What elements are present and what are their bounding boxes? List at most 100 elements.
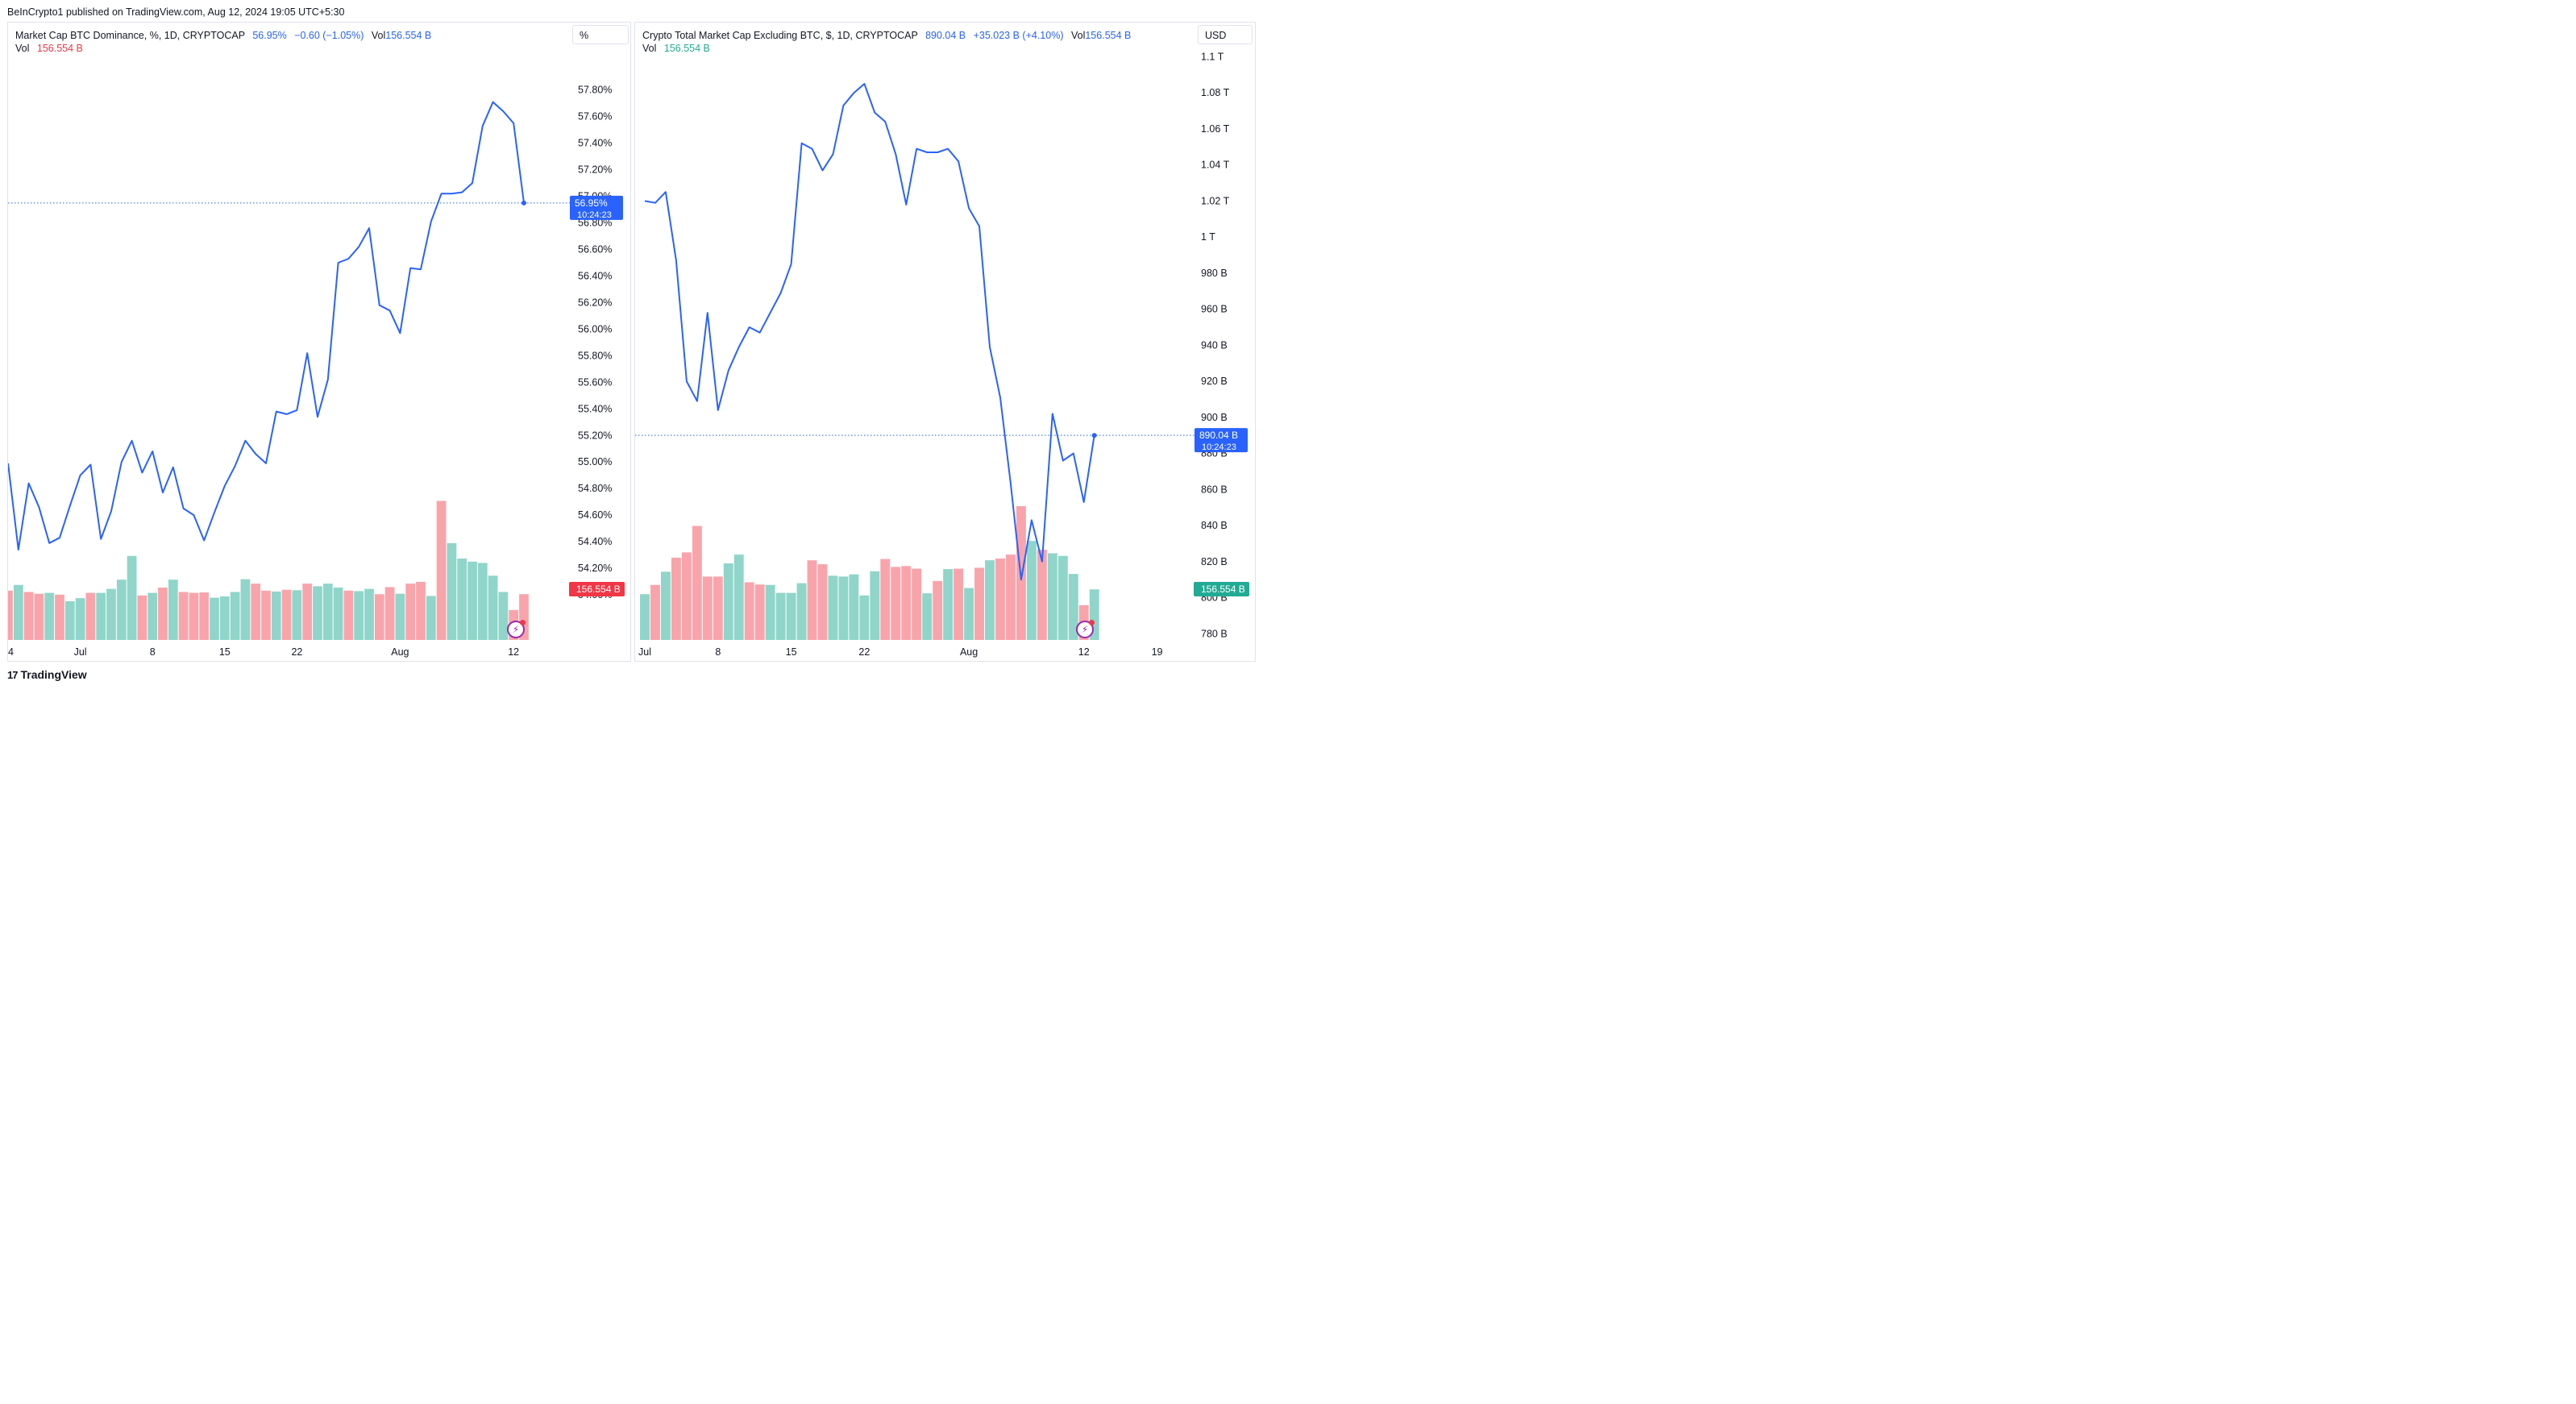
volume-bar (723, 563, 733, 640)
price-series-line (8, 101, 525, 550)
volume-bar (178, 592, 189, 640)
volume-bar (210, 597, 219, 640)
volume-bar (681, 552, 692, 640)
volume-bar (488, 575, 498, 640)
volume-bar (292, 590, 302, 640)
price-series-line (644, 83, 1095, 581)
x-tick-label: 22 (291, 646, 302, 658)
volume-bar (322, 584, 333, 640)
volume-bar (189, 592, 199, 640)
volume-bar (354, 591, 364, 640)
countdown-tag-value: 10:24:23 (1202, 442, 1236, 452)
price-tag (570, 195, 623, 220)
lightning-icon[interactable]: ⚡ (1076, 620, 1095, 638)
btc-dominance-chart[interactable]: 54.00%54.20%54.40%54.60%54.80%55.00%55.2… (8, 23, 631, 662)
y-tick-label: 56.80% (578, 218, 612, 229)
volume-bar (127, 555, 137, 640)
volume-bar (96, 592, 106, 640)
price-tag-value: 56.95% (575, 197, 608, 209)
volume-bar (251, 584, 261, 640)
volume-bar (870, 571, 880, 640)
y-tick-label: 55.60% (578, 376, 612, 388)
y-tick-label: 56.40% (578, 270, 612, 281)
x-tick-label: Aug (391, 646, 409, 658)
volume-bar (1037, 550, 1047, 640)
volume-bar (85, 592, 96, 640)
volume-bar (838, 576, 849, 640)
volume-bar (943, 569, 954, 640)
volume-bar (395, 593, 405, 640)
x-tick-label: 8 (150, 646, 156, 658)
volume-bar (261, 590, 271, 640)
volume-tag (1194, 582, 1249, 596)
x-tick-label: 24 (8, 646, 14, 658)
volume-bar (1026, 541, 1037, 640)
volume-bar (1057, 555, 1068, 640)
volume-bar (786, 592, 796, 640)
volume-bar (640, 594, 650, 640)
volume-bar (713, 576, 723, 640)
legend-title: Crypto Total Market Cap Excluding BTC, $… (642, 30, 918, 41)
volume-bar (859, 595, 870, 640)
y-tick-label: 1.06 T (1201, 123, 1230, 135)
y-tick-label: 1 T (1201, 231, 1215, 243)
volume-bar (281, 589, 292, 640)
volume-bar (1005, 555, 1016, 640)
footer-brand-name: TradingView (20, 668, 87, 681)
x-tick-label: 15 (786, 646, 797, 658)
volume-bar (426, 596, 436, 640)
volume-bar (384, 587, 395, 640)
volume-bar (964, 588, 974, 640)
y-tick-label: 940 B (1201, 339, 1228, 351)
lightning-icon[interactable]: ⚡ (507, 620, 526, 638)
volume-bar (199, 592, 210, 640)
volume-bar (891, 567, 901, 640)
volume-bar (477, 563, 488, 640)
chart-panel-btc-dominance[interactable]: 54.00%54.20%54.40%54.60%54.80%55.00%55.2… (7, 22, 631, 662)
volume-bar (374, 594, 384, 640)
footer-brand: 17 TradingView (7, 668, 87, 681)
volume-bar (116, 579, 127, 640)
volume-bar (922, 593, 933, 640)
y-tick-label: 920 B (1201, 376, 1228, 387)
legend-vol-value: 156.554 B (1085, 30, 1132, 41)
volume-tag (569, 582, 625, 596)
volume-bar (64, 600, 75, 640)
y-tick-label: 1.1 T (1201, 51, 1224, 62)
unit-selector-button[interactable]: USD (1198, 25, 1253, 44)
volume-bar (447, 542, 457, 640)
volume-bar (985, 560, 995, 640)
volume-tag-value: 156.554 B (1201, 584, 1245, 595)
countdown-tag-value: 10:24:23 (577, 210, 612, 220)
price-tag-value: 890.04 B (1199, 430, 1238, 441)
volume-bar (901, 566, 912, 640)
last-price-dot (521, 200, 526, 206)
x-tick-label: Jul (638, 646, 651, 658)
volume-bar (13, 584, 23, 640)
volume-bar (912, 568, 922, 640)
price-tag (1195, 428, 1248, 453)
unit-selector-button[interactable]: % (572, 25, 629, 44)
y-tick-label: 56.00% (578, 323, 612, 334)
notification-dot (520, 620, 526, 625)
volume-bar (23, 592, 34, 640)
volume-bar (974, 567, 985, 640)
publish-header: BeInCrypto1 published on TradingView.com… (7, 6, 345, 18)
tradingview-logo-icon: 17 (7, 668, 19, 681)
chart-panel-total-ex-btc[interactable]: 780 B 800 B 820 B 840 B 860 B 880 B 900 B 920 B… (634, 22, 1256, 662)
volume-bar (240, 579, 251, 640)
y-tick-label: 57.80% (578, 85, 612, 96)
x-tick-label: 8 (715, 646, 721, 658)
volume-bar (849, 574, 859, 640)
volume-bar (230, 592, 240, 640)
volume-bar (660, 571, 671, 640)
volume-bar (75, 598, 85, 640)
x-tick-label: Aug (960, 646, 978, 658)
x-tick-label: 12 (1078, 646, 1090, 658)
volume-bar (168, 579, 178, 640)
vol-row-value: 156.554 B (663, 43, 710, 54)
y-tick-label: 55.80% (578, 350, 612, 361)
volume-bar (219, 596, 230, 640)
legend-change: +35.023 B (+4.10%) (973, 30, 1064, 41)
